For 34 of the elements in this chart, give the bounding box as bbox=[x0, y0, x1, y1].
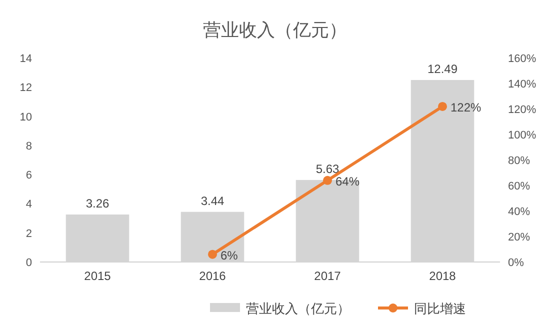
y2-tick-label: 160% bbox=[508, 53, 536, 65]
y2-tick-label: 80% bbox=[508, 155, 530, 167]
y-tick-label: 12 bbox=[20, 82, 32, 94]
y2-tick-label: 120% bbox=[508, 104, 536, 116]
data-label: 3.44 bbox=[200, 194, 224, 208]
y2-tick-label: 100% bbox=[508, 130, 536, 142]
y2-tick-label: 20% bbox=[508, 232, 530, 244]
data-label: 122% bbox=[450, 100, 482, 114]
y-tick-label: 4 bbox=[26, 198, 32, 211]
y-tick-label: 2 bbox=[26, 228, 32, 240]
x-tick-label: 2016 bbox=[199, 269, 226, 283]
y-tick-label: 8 bbox=[26, 140, 32, 152]
x-tick-label: 2018 bbox=[429, 269, 456, 283]
y-tick-label: 6 bbox=[26, 170, 32, 182]
point bbox=[208, 250, 217, 259]
x-tick-label: 2017 bbox=[314, 269, 342, 283]
legend-label: 营业收入（亿元） bbox=[246, 301, 350, 316]
y2-tick-label: 60% bbox=[508, 180, 530, 192]
data-label: 6% bbox=[220, 248, 238, 262]
y2-tick-label: 40% bbox=[508, 206, 530, 218]
legend-label: 同比增速 bbox=[414, 301, 466, 316]
data-label: 12.49 bbox=[427, 62, 458, 76]
x-tick-label: 2015 bbox=[84, 269, 112, 283]
data-label: 5.63 bbox=[316, 162, 340, 176]
data-label: 64% bbox=[336, 174, 360, 188]
y-tick-label: 10 bbox=[20, 111, 32, 124]
chart-title: 营业收入（亿元） bbox=[203, 20, 347, 40]
y2-tick-label: 0% bbox=[508, 257, 524, 269]
y-tick-label: 0 bbox=[26, 257, 32, 269]
point bbox=[323, 176, 332, 185]
point bbox=[438, 102, 447, 111]
y2-tick-label: 140% bbox=[508, 78, 536, 90]
y-tick-label: 14 bbox=[20, 53, 32, 65]
data-label: 3.26 bbox=[86, 196, 110, 210]
